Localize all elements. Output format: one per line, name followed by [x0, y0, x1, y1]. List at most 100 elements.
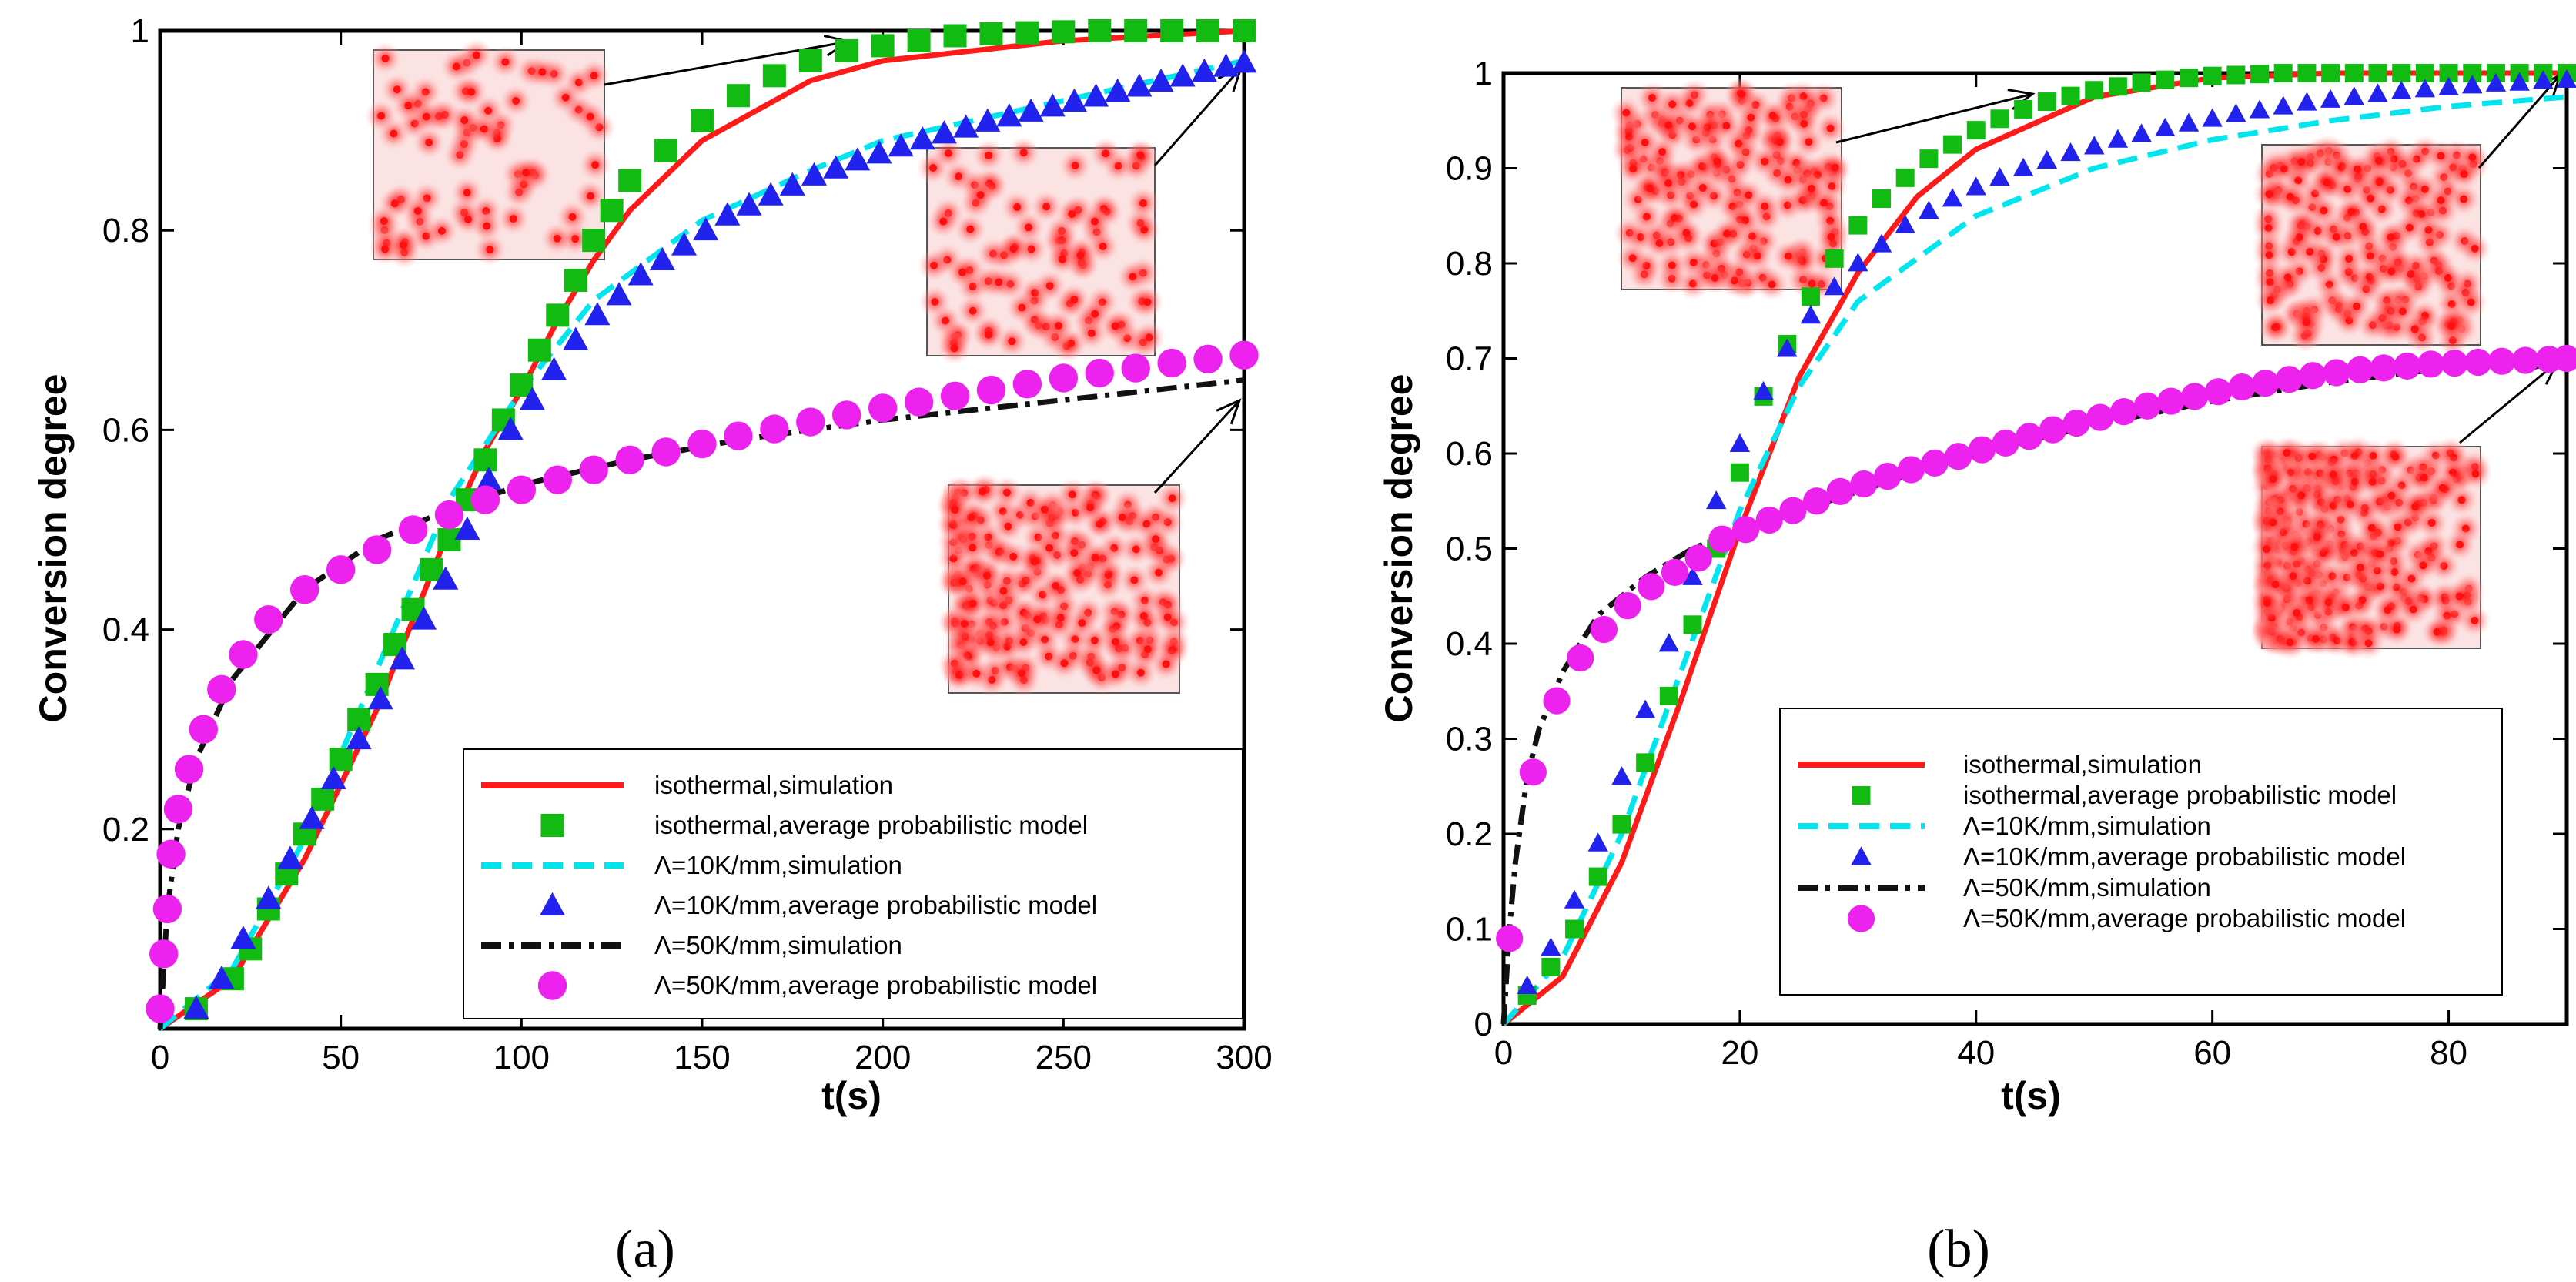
panel-b-data-point: [2014, 99, 2033, 119]
panel-a-ylabel: Conversion degree: [32, 374, 75, 723]
panel-a-ytick-label: 0.8: [102, 212, 149, 249]
panel-b-ytick-label: 0.8: [1446, 245, 1493, 283]
panel-b-data-point: [1990, 109, 2009, 129]
panel-a-data-point: [519, 387, 545, 410]
panel-b-data-point: [2488, 347, 2516, 375]
panel-a-data-point: [758, 182, 784, 206]
panel-b-inset-2: [2251, 133, 2492, 357]
panel-b-data-point: [2037, 92, 2056, 112]
panel-a-data-point: [687, 429, 717, 459]
panel-b-data-point: [2012, 157, 2034, 176]
panel-b-ylabel: Conversion degree: [1377, 374, 1420, 723]
panel-a-data-point: [1049, 363, 1079, 393]
panel-a-data-point: [1191, 58, 1217, 82]
panel-b-data-point: [2343, 86, 2364, 105]
panel-a-data-point: [277, 845, 303, 869]
panel-b-data-point: [1564, 889, 1585, 909]
panel-b-data-point: [1729, 433, 1751, 452]
panel-a-inset-3: [936, 473, 1192, 698]
panel-b-data-point: [2039, 416, 2067, 444]
panel-b-data-point: [2084, 136, 2105, 155]
panel-a-data-point: [618, 169, 642, 192]
panel-a-data-point: [564, 269, 587, 292]
panel-a-data-point: [433, 566, 459, 590]
panel-a-data-point: [835, 38, 858, 62]
panel-a-data-point: [149, 939, 179, 969]
panel-a-data-point: [726, 84, 750, 108]
panel-b-data-point: [2464, 348, 2492, 377]
panel-b-data-point: [2367, 83, 2388, 102]
panel-b-data-point: [2178, 112, 2200, 132]
panel-a: 0 50 100 150 200 250 300 0.2 0.4 0.6 0.8 1 Conversi…: [32, 12, 1273, 1279]
panel-a-xtick-label: 250: [1035, 1039, 1092, 1076]
panel-b-data-point: [1895, 168, 1915, 187]
panel-a-data-point: [1124, 19, 1148, 42]
panel-a-legend-label: Λ=50K/mm,average probabilistic model: [654, 971, 1097, 999]
panel-a-inset-arrow-3: [1153, 398, 1242, 494]
panel-a-data-point: [470, 485, 500, 514]
panel-b-xtick-label: 40: [1957, 1034, 1995, 1072]
panel-a-data-point: [163, 795, 193, 824]
panel-a-legend-swatch: [537, 971, 567, 1000]
panel-b-data-point: [1541, 937, 1561, 956]
panel-b-legend-label: Λ=10K/mm,simulation: [1963, 812, 2211, 840]
panel-a-data-point: [329, 748, 353, 772]
panel-b-data-point: [1730, 463, 1749, 482]
panel-b-data-point: [2320, 89, 2341, 108]
panel-a-data-point: [507, 475, 537, 504]
panel-b-inset-1: [1609, 76, 1852, 302]
panel-b-data-point: [2085, 81, 2104, 100]
panel-a-data-point: [389, 646, 415, 670]
panel-b-data-point: [2036, 149, 2058, 169]
panel-a-data-point: [615, 445, 644, 474]
panel-a-data-point: [976, 375, 1006, 405]
panel-b-data-point: [2390, 80, 2412, 99]
panel-a-data-point: [979, 22, 1003, 45]
panel-a-data-point: [940, 381, 970, 411]
panel-a-legend-label: isothermal,simulation: [654, 771, 893, 799]
panel-b-caption: (b): [1927, 1220, 1990, 1279]
panel-b-data-point: [2107, 129, 2129, 148]
panel-a-data-point: [1126, 73, 1153, 97]
panel-a-data-point: [209, 965, 235, 989]
panel-b-ytick-label: 1: [1474, 55, 1493, 92]
panel-b-data-point: [1874, 463, 1902, 490]
panel-a-data-point: [654, 139, 678, 162]
panel-b-data-point: [1919, 149, 1939, 169]
panel-b-data-point: [2132, 73, 2151, 92]
panel-b-data-point: [1848, 216, 1868, 235]
panel-b-data-point: [1943, 135, 1962, 154]
panel-a-inset-2: [916, 136, 1166, 366]
panel-a-data-point: [724, 421, 753, 450]
panel-a-data-point: [254, 604, 283, 634]
panel-b-data-point: [2553, 344, 2576, 373]
panel-b-data-point: [1638, 573, 1665, 601]
panel-b-series-line: [1501, 94, 2568, 1026]
panel-a-data-point: [823, 155, 849, 179]
panel-b-data-point: [2441, 350, 2468, 377]
panel-b-data-point: [1517, 975, 1537, 994]
panel-b-legend-swatch: [1851, 846, 1872, 865]
panel-b-data-point: [2344, 64, 2364, 82]
panel-a-data-point: [1083, 83, 1109, 107]
panel-b-data-point: [1588, 867, 1607, 886]
panel-b-data-point: [2062, 409, 2090, 437]
panel-a-xtick-label: 100: [493, 1039, 550, 1076]
panel-b-xtick-label: 0: [1494, 1034, 1513, 1072]
panel-b-data-point: [1968, 436, 1996, 464]
panel-a-data-point: [152, 894, 182, 924]
panel-a-data-point: [904, 387, 934, 417]
panel-b-data-point: [2108, 77, 2127, 96]
panel-a-ytick-label: 0.2: [102, 811, 149, 849]
panel-a-xtick-label: 200: [855, 1039, 911, 1076]
panel-a-data-point: [1169, 63, 1196, 87]
panel-a-ytick-label: 0.4: [102, 611, 149, 649]
panel-a-data-point: [311, 787, 335, 811]
panel-a-xtick-label: 300: [1216, 1039, 1272, 1076]
panel-b-data-point: [2179, 69, 2198, 88]
panel-b-data-point: [2273, 64, 2293, 82]
panel-b-ytick-label: 0: [1474, 1006, 1493, 1043]
panel-b-data-point: [2414, 79, 2436, 98]
panel-a-data-point: [207, 674, 236, 705]
panel-b-data-point: [2203, 66, 2222, 85]
